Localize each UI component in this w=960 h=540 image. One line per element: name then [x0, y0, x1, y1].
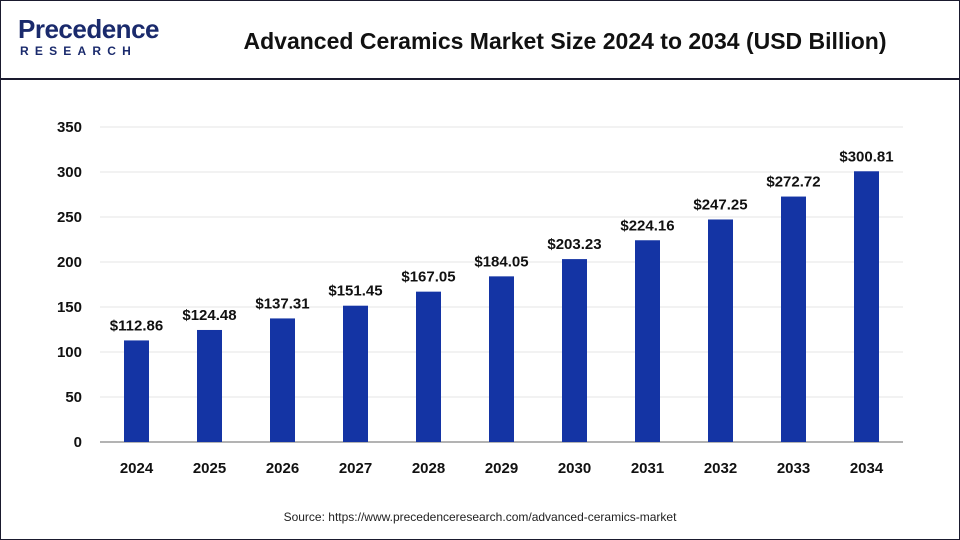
x-tick-label: 2030 [558, 460, 591, 477]
bar [562, 259, 587, 442]
y-tick-label: 250 [57, 209, 82, 226]
y-tick-label: 0 [74, 434, 82, 451]
y-tick-label: 350 [57, 119, 82, 136]
source-note: Source: https://www.precedenceresearch.c… [283, 510, 677, 524]
x-tick-label: 2032 [704, 460, 737, 477]
chart-title: Advanced Ceramics Market Size 2024 to 20… [243, 28, 887, 54]
data-label: $151.45 [328, 283, 382, 300]
x-tick-label: 2025 [193, 460, 226, 477]
brand-logo[interactable]: Precedence RESEARCH [18, 14, 168, 66]
x-tick-label: 2033 [777, 460, 810, 477]
data-label: $112.86 [110, 317, 163, 334]
bar [197, 329, 222, 442]
logo-tagline: RESEARCH [20, 44, 137, 58]
bar-chart: 0 50 100 150 200 250 300 350 $112.86 2024 $124.48 2… [57, 119, 903, 477]
y-tick-label: 200 [57, 254, 82, 271]
data-label: $184.05 [474, 253, 528, 270]
data-label: $167.05 [401, 269, 455, 286]
bar [854, 171, 879, 442]
bar [124, 340, 149, 442]
bar [635, 240, 660, 442]
x-tick-label: 2027 [339, 460, 372, 477]
logo-wordmark: Precedence [18, 14, 159, 44]
data-label: $272.72 [766, 174, 820, 191]
data-label: $124.48 [182, 307, 236, 324]
data-label: $203.23 [547, 236, 601, 253]
data-label: $247.25 [693, 196, 747, 213]
x-tick-label: 2026 [266, 460, 299, 477]
x-tick-label: 2034 [850, 460, 884, 477]
bar [416, 291, 441, 442]
bar [270, 318, 295, 442]
x-tick-label: 2024 [120, 460, 154, 477]
header: Precedence RESEARCH Advanced Ceramics Ma… [0, 0, 960, 80]
data-label: $300.81 [839, 148, 893, 165]
y-tick-label: 150 [57, 299, 82, 316]
x-tick-label: 2029 [485, 460, 518, 477]
data-label: $224.16 [620, 217, 674, 234]
x-tick-label: 2028 [412, 460, 445, 477]
x-tick-label: 2031 [631, 460, 664, 477]
bar [781, 196, 806, 442]
bar [343, 305, 368, 442]
y-tick-label: 100 [57, 344, 82, 361]
y-tick-label: 50 [65, 389, 82, 406]
bar [489, 276, 514, 442]
bar [708, 219, 733, 442]
data-label: $137.31 [255, 295, 309, 312]
y-tick-label: 300 [57, 164, 82, 181]
